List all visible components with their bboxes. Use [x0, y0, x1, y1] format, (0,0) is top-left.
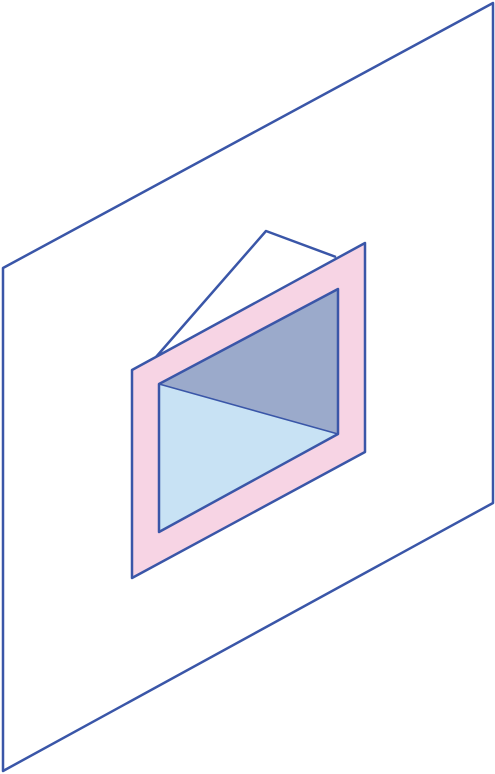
opening-top-flap [155, 229, 337, 358]
opening-inner-outline [157, 287, 340, 534]
opening-front-face [159, 384, 338, 532]
opening-divider-line [158, 383, 339, 435]
opening-back-face [159, 289, 338, 434]
